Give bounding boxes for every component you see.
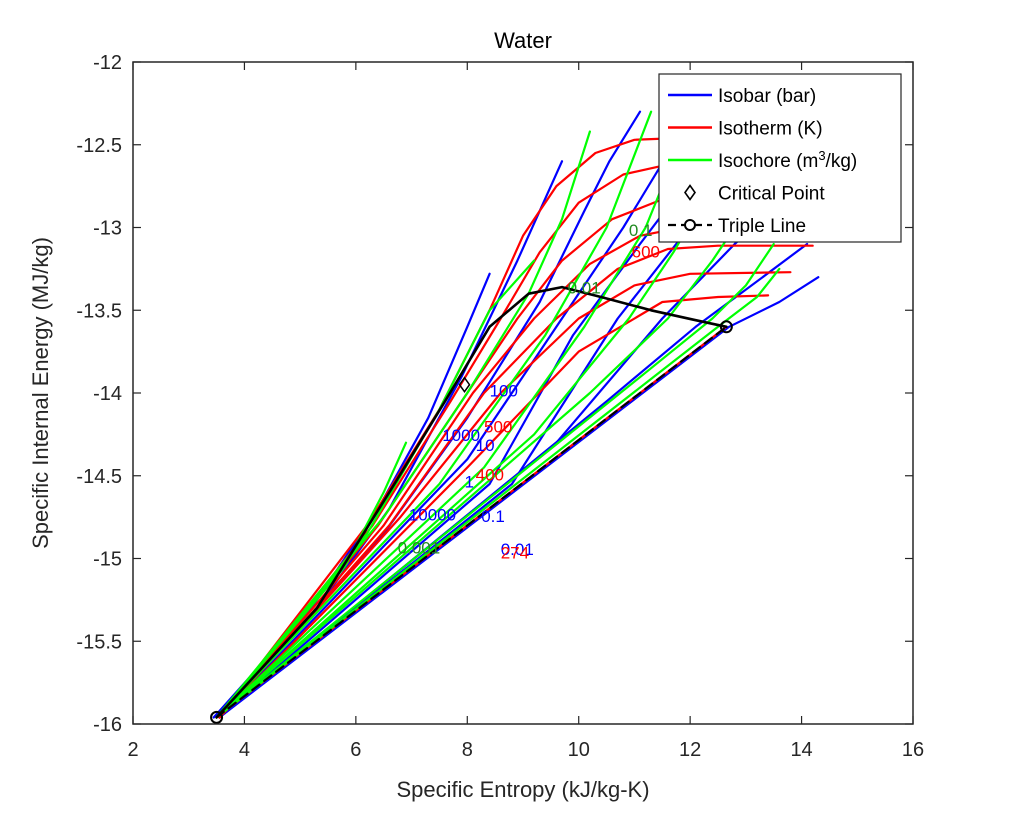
isochore-line-19: [215, 130, 592, 719]
y-tick-label-2: -15: [93, 549, 122, 571]
y-tick-label-6: -13: [93, 218, 122, 240]
curve-label-3: 1: [465, 472, 474, 491]
curve-label-7: 500: [484, 418, 512, 437]
y-tick-label-4: -14: [93, 383, 122, 405]
curve-label-14: 0.001: [398, 539, 441, 558]
x-axis-label: Specific Entropy (kJ/kg-K): [396, 777, 649, 802]
isochore-line-23: [215, 218, 742, 719]
isobar-line-2: [218, 110, 642, 719]
legend-label-1: Isotherm (K): [718, 119, 823, 140]
y-tick-label-5: -13.5: [76, 300, 122, 322]
x-tick-label-2: 6: [350, 739, 361, 761]
legend-swatch-marker-4: [684, 219, 696, 231]
curve-label-9: 274: [501, 544, 529, 563]
isotherm-line-10: [218, 161, 720, 719]
x-tick-label-6: 14: [790, 739, 812, 761]
y-tick-label-0: -16: [93, 714, 122, 736]
isochore-line-20: [215, 110, 653, 719]
curve-label-1: 1000: [442, 426, 480, 445]
legend-label-0: Isobar (bar): [718, 86, 816, 107]
curve-label-0: 100: [490, 381, 518, 400]
x-tick-label-3: 8: [462, 739, 473, 761]
triple-line-line-27: [215, 325, 728, 719]
axis-layer: 2 4 6 8 10 12 14 16 -16 -15.5 -15 -14.5 -14 -13.5 -13 -…: [76, 52, 924, 761]
y-tick-label-8: -12: [93, 52, 122, 74]
isotherm-line-9: [218, 135, 720, 719]
y-axis-label: Specific Internal Energy (MJ/kg): [28, 237, 53, 549]
isochore-line-24: [215, 242, 775, 719]
legend-label-4: Triple Line: [718, 216, 806, 237]
y-tick-label-7: -12.5: [76, 135, 122, 157]
x-tick-label-1: 4: [239, 739, 250, 761]
isotherm-line-15: [218, 294, 770, 719]
marker-layer: [210, 320, 733, 724]
curve-label-13: 0.01: [568, 279, 601, 298]
annotation-layer: 1001000101100000.10.0150040027460070.10.…: [398, 216, 669, 563]
curve-label-10: 600: [632, 242, 660, 261]
curve-label-4: 10000: [409, 505, 456, 524]
isotherm-line-14: [218, 271, 792, 719]
chart-title: Water: [494, 28, 552, 53]
x-tick-label-4: 10: [568, 739, 590, 761]
curve-label-8: 400: [476, 466, 504, 485]
legend-box: [658, 73, 902, 243]
isochore-line-25: [215, 267, 781, 719]
legend-label-3: Critical Point: [718, 184, 825, 205]
isobar-line-3: [218, 143, 675, 719]
series-layer: [212, 110, 820, 719]
legend-swatch-3: [684, 184, 696, 201]
curve-label-5: 0.1: [481, 507, 505, 526]
y-tick-label-3: -14.5: [76, 466, 122, 488]
triple-point-marker-0: [210, 710, 224, 724]
y-tick-label-1: -15.5: [76, 631, 122, 653]
x-tick-label-0: 2: [127, 739, 138, 761]
x-tick-label-7: 16: [902, 739, 924, 761]
curve-label-12: 0.1: [629, 221, 653, 240]
critical-point-marker: [458, 376, 471, 394]
x-tick-label-5: 12: [679, 739, 701, 761]
curve-label-2: 10: [476, 436, 495, 455]
triple-point-marker-1: [719, 320, 733, 334]
legend: Isobar (bar) Isotherm (K) Isochore (m3/kg)…: [658, 73, 902, 243]
legend-label-2: Isochore (m3/kg): [718, 148, 857, 172]
saturation-line-26: [215, 285, 728, 719]
curve-label-6: 0.01: [501, 540, 534, 559]
isobar-line-8: [218, 276, 820, 719]
